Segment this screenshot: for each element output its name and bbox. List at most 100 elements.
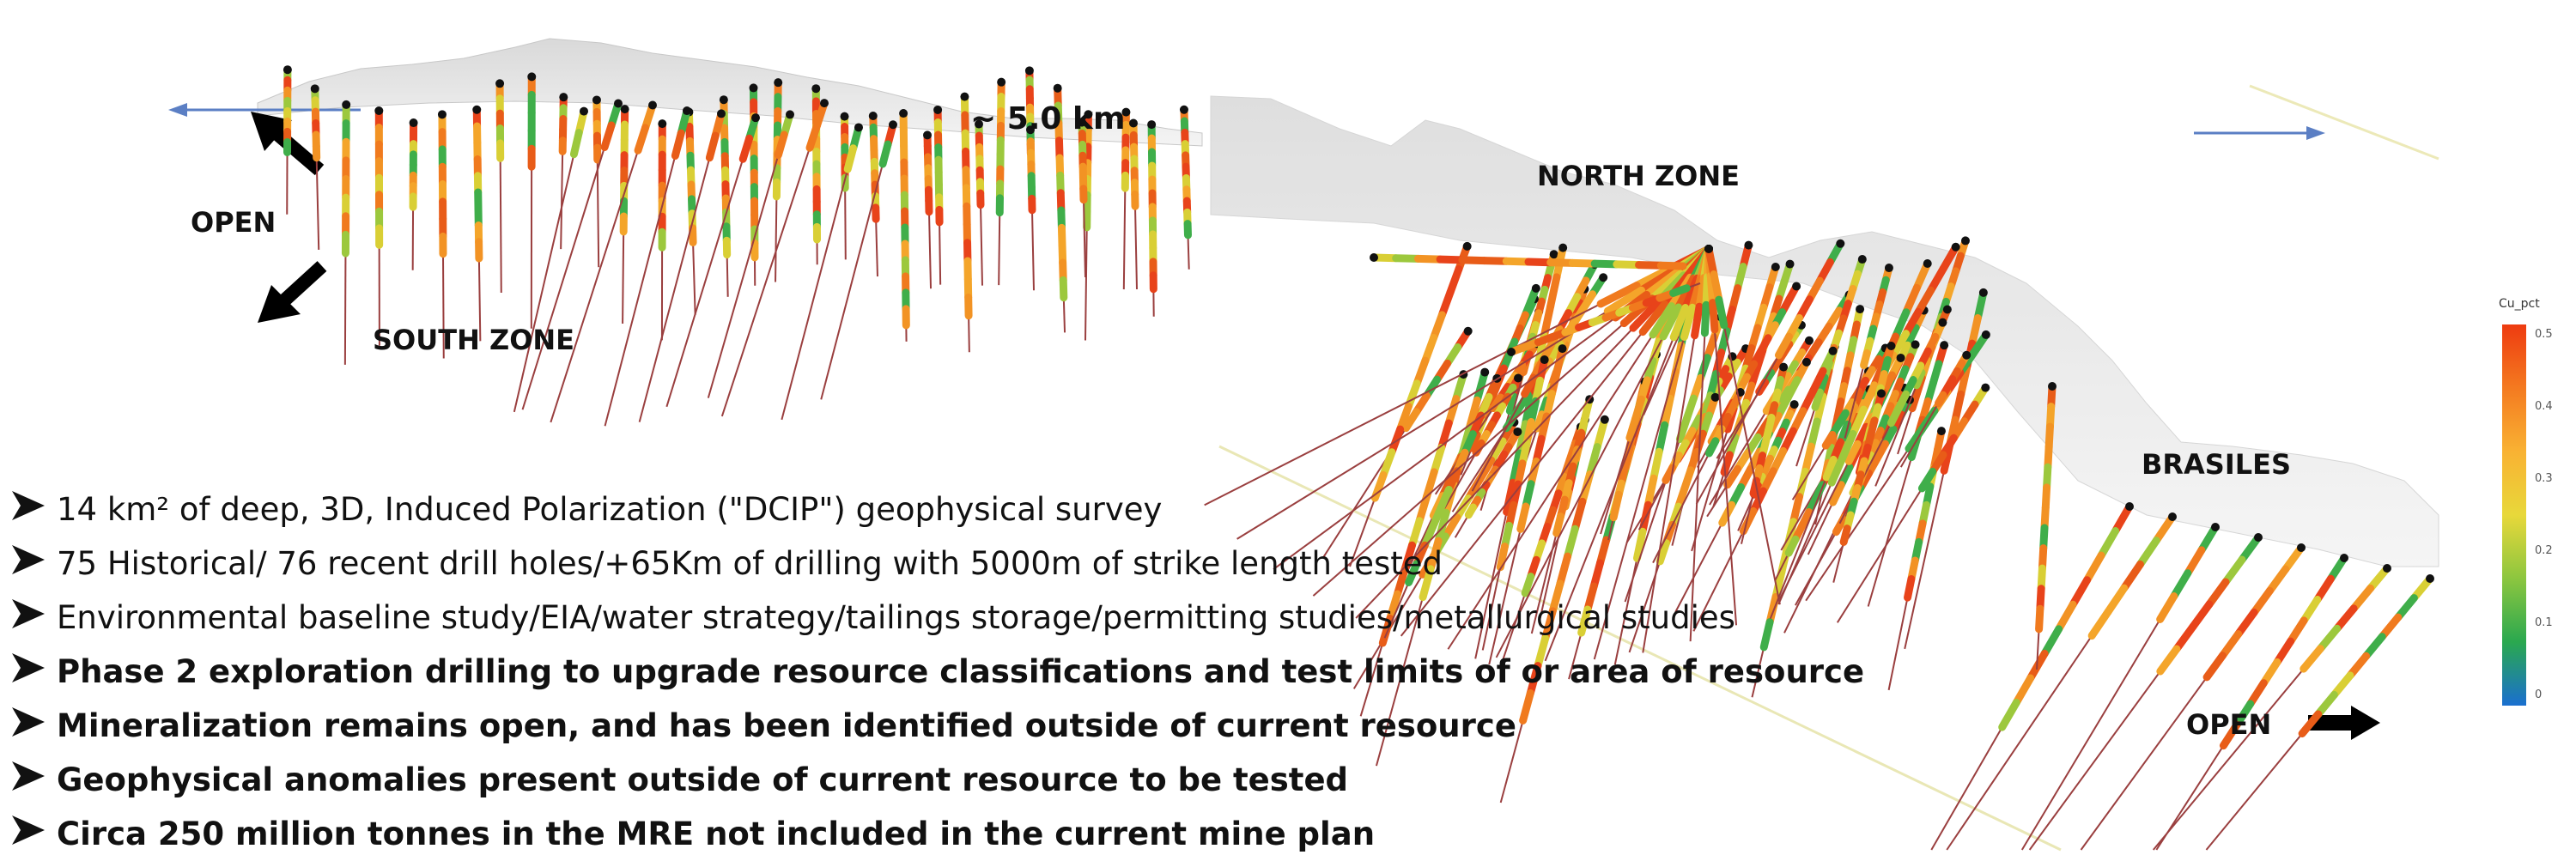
drillhole-collar [1952,243,1960,252]
drillhole-assay-segment [1909,430,1922,449]
drillhole-assay-segment [675,133,681,155]
drillhole-collar [1463,242,1472,251]
bullet-text: Circa 250 million tonnes in the MRE not … [57,807,1375,861]
drillhole-collar [2125,502,2134,511]
drillhole-collar [1911,340,1920,349]
drillhole-collar [2426,574,2434,583]
scale-label: ~ 5.0 km [970,101,1125,136]
drillhole-assay-segment [1704,305,1706,333]
drillhole-collar [1180,106,1188,114]
drillhole-collar [1979,288,1988,297]
bullet-item: Phase 2 exploration drilling to upgrade … [12,645,1864,699]
drillhole-collar [1836,240,1844,248]
drillhole-assay-segment [2226,560,2242,582]
drillhole-collar [1802,358,1811,367]
drillhole-assay-segment [1805,446,1811,471]
drillhole-assay-segment [2354,588,2370,608]
drillhole-collar [750,83,758,92]
drillhole-collar [1961,236,1970,245]
bullet-arrow-icon [12,807,57,861]
colorbar-tick-label: 0.5 [2535,328,2553,341]
drillhole-assay-segment [1674,288,1687,294]
colorbar-tick-label: 0.3 [2535,472,2553,485]
drillhole-assay-segment [2156,517,2172,541]
colorbar-tick-label: 0 [2535,688,2542,701]
drillhole-assay-segment [1719,300,1724,325]
drillhole-collar [374,106,383,115]
drillhole-assay-segment [2304,649,2320,669]
drillhole-collar [1885,264,1893,272]
drillhole-collar [580,107,588,116]
drillhole-collar [1943,305,1952,313]
drillhole-assay-segment [2039,609,2040,629]
drillhole-assay-segment [1714,275,1719,300]
drillhole-collar [1937,427,1946,435]
drillhole-assay-segment [2188,550,2202,573]
bullet-item: 75 Historical/ 76 recent drill holes/+65… [12,537,1864,591]
drillhole-collar [1464,327,1473,336]
bullet-text: Geophysical anomalies present outside of… [57,753,1348,807]
drillhole-assay-segment [2108,588,2124,612]
drillhole-collar [854,123,863,131]
drillhole-collar [1532,284,1540,293]
drillhole-collar [472,106,481,114]
drillhole-assay-segment [2320,628,2336,648]
south-zone-label: SOUTH ZONE [373,324,574,356]
scale-arrow-right [2194,126,2325,140]
drillhole-collar [1599,273,1607,282]
drillhole-collar [1938,318,1947,327]
drillhole-collar [1792,282,1801,291]
drillhole-collar [1829,347,1838,355]
drillhole-collar [1514,374,1522,383]
drillhole-collar [1054,84,1062,93]
drillhole-collar [1704,245,1713,253]
drillhole-assay-segment [2239,612,2254,634]
colorbar [2502,324,2526,706]
drillhole-assay-segment [2209,582,2226,604]
drillhole-assay-segment [2254,591,2269,612]
drillhole-collar [2211,523,2220,531]
drillhole-collar [933,106,942,114]
drillhole-collar [1558,344,1567,353]
drillhole-collar [774,78,782,87]
drillhole-assay-segment [2092,612,2108,636]
drillhole-assay-segment [2207,656,2222,677]
drillhole-assay-segment [1908,579,1911,598]
drillhole-collar [1558,244,1567,252]
open-arrow-down-left [258,266,322,323]
drillhole-collar [751,113,760,122]
drillhole-collar [820,99,829,107]
drillhole-assay-segment [1972,318,1978,344]
drillhole-collar [1601,415,1609,424]
drillhole-collar [811,84,820,93]
drillhole-collar [438,110,447,118]
drillhole-collar [2254,533,2263,542]
drillhole-collar [1513,427,1522,436]
drillhole-assay-segment [2337,609,2354,628]
drillhole-collar [1805,337,1814,345]
bullet-arrow-icon [12,537,57,591]
drillhole-assay-segment [1661,265,1683,266]
drillhole-collar [1779,363,1788,372]
drillhole-assay-segment [1477,373,1485,401]
drillhole-collar [2340,554,2348,562]
drillhole-collar [614,100,623,108]
drillhole-assay-segment [1955,394,1961,420]
drillhole-collar [621,105,629,113]
open-label-left: OPEN [191,206,276,239]
drillhole-collar [1981,384,1990,392]
drillhole-assay-segment [2177,627,2193,649]
drillhole-collar [786,110,794,118]
drillhole-collar [1858,255,1867,264]
drillhole-assay-segment [1864,353,1868,365]
drillhole-collar [1940,341,1948,349]
drillhole-assay-segment [2101,531,2115,556]
bullet-text: 14 km² of deep, 3D, Induced Polarization… [57,482,1162,537]
bullet-text: Phase 2 exploration drilling to upgrade … [57,645,1864,699]
drillhole-assay-segment [1654,452,1659,478]
bullet-text: Environmental baseline study/EIA/water s… [57,591,1735,645]
drillhole-assay-segment [2160,649,2177,671]
drillhole-assay-segment [1938,395,1942,403]
drillhole-collar [717,109,726,118]
drillhole-collar [559,93,568,101]
